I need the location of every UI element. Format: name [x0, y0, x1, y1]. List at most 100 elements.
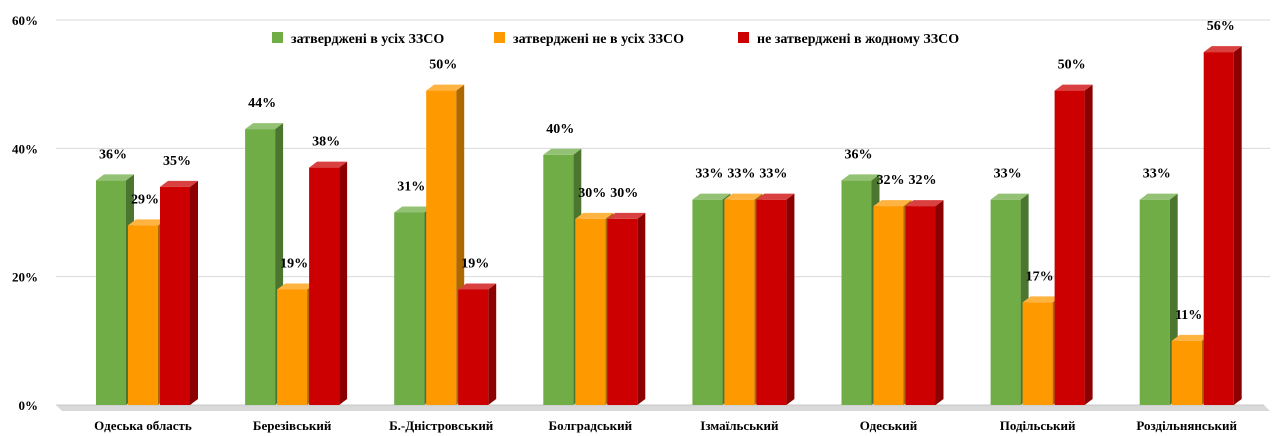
bar-front [841, 180, 872, 405]
data-label: 40% [546, 122, 574, 137]
bar-top [543, 148, 582, 155]
bar-top [128, 219, 166, 226]
category-label: Роздільнянський [1136, 418, 1237, 433]
data-label: 19% [461, 257, 489, 272]
bar-top [990, 193, 1029, 200]
data-label: 32% [877, 173, 905, 188]
bar-side [786, 193, 795, 405]
bar-top [1203, 46, 1242, 53]
bar [905, 200, 944, 405]
bar-front [1022, 302, 1053, 405]
x-axis: Одеська область Березівський Б.-Дністровсь… [94, 418, 1237, 433]
y-axis: 0% 20% 40% 60% [12, 13, 38, 413]
data-label: 36% [99, 147, 127, 162]
bar-front [1054, 90, 1085, 405]
bar-top [309, 161, 348, 168]
bar [1203, 46, 1242, 405]
bar [309, 161, 348, 405]
bar [607, 212, 646, 405]
bar-side [1084, 84, 1093, 405]
bar-side [190, 180, 198, 405]
data-label: 56% [1207, 19, 1235, 34]
legend-swatch [272, 32, 283, 43]
legend-label: затверджені в усіх ЗЗСО [291, 32, 444, 47]
bar-top [841, 174, 880, 181]
bar-top [873, 200, 912, 207]
data-labels: 36% 29% 35% 44% 19% 38% 31% 50% 19% 40% 30% 30% 33% 3… [99, 19, 1235, 323]
bar-side [935, 200, 944, 405]
category-label: Одеський [860, 418, 918, 433]
data-label: 33% [727, 167, 755, 182]
category-label: Березівський [253, 418, 332, 433]
bar-front [575, 218, 606, 405]
data-label: 31% [397, 180, 425, 195]
bar-front [543, 154, 574, 405]
bar-side [339, 161, 348, 405]
bar-top [692, 193, 731, 200]
bar-front [1171, 340, 1202, 405]
data-label: 19% [280, 257, 308, 272]
category-label: Подільський [1000, 418, 1076, 433]
data-label: 30% [578, 186, 606, 201]
bar-top [245, 123, 284, 130]
legend-item: затверджені в усіх ЗЗСО [272, 32, 444, 47]
bar-side [488, 283, 497, 405]
bar [160, 180, 198, 405]
data-label: 44% [248, 96, 276, 111]
bar-side [1233, 46, 1242, 405]
data-label: 33% [695, 167, 723, 182]
legend-label: не затверджені в жодному ЗЗСО [757, 32, 959, 47]
data-label: 36% [845, 147, 873, 162]
bar-top [458, 283, 497, 290]
bar-front [426, 90, 457, 405]
data-label: 32% [909, 173, 937, 188]
bar-top [1022, 296, 1061, 303]
bar-top [724, 193, 763, 200]
data-label: 11% [1175, 308, 1202, 323]
bar-top [96, 174, 134, 181]
bar-front [905, 206, 936, 405]
bar-top [575, 212, 614, 219]
data-label: 33% [1143, 167, 1171, 182]
bar-front [873, 206, 904, 405]
bar-front [458, 289, 489, 405]
bar [458, 283, 497, 405]
bar-top [277, 283, 316, 290]
legend-label: затверджені не в усіх ЗЗСО [513, 32, 684, 47]
y-tick-label: 20% [12, 270, 38, 285]
category-label: Одеська область [94, 418, 192, 433]
bar-front [756, 199, 787, 405]
category-label: Болградський [549, 418, 633, 433]
bar-front [1203, 52, 1234, 405]
bar-front [1139, 199, 1170, 405]
bar [1054, 84, 1093, 405]
bar-front [128, 225, 158, 405]
data-label: 35% [163, 154, 191, 169]
data-label: 50% [1058, 58, 1086, 73]
legend: затверджені в усіх ЗЗСО затверджені не в … [272, 32, 959, 47]
bar [394, 206, 433, 405]
data-label: 50% [429, 58, 457, 73]
bar-top [394, 206, 433, 213]
legend-swatch [738, 32, 749, 43]
legend-item: не затверджені в жодному ЗЗСО [738, 32, 959, 47]
bar-front [309, 167, 340, 405]
bar-top [607, 212, 646, 219]
data-label: 17% [1026, 269, 1054, 284]
bar-top [756, 193, 795, 200]
category-label: Ізмаїльський [700, 418, 779, 433]
bar-front [692, 199, 723, 405]
data-label: 33% [759, 167, 787, 182]
bar-front [245, 129, 276, 406]
data-label: 33% [994, 167, 1022, 182]
bar-front [160, 186, 190, 405]
bar-front [724, 199, 755, 405]
data-label: 30% [610, 186, 638, 201]
bars [96, 46, 1242, 406]
bar-front [277, 289, 308, 405]
bar-top [1139, 193, 1178, 200]
bar-top [1054, 84, 1093, 91]
bar-top [426, 84, 465, 91]
y-tick-label: 0% [19, 398, 39, 413]
